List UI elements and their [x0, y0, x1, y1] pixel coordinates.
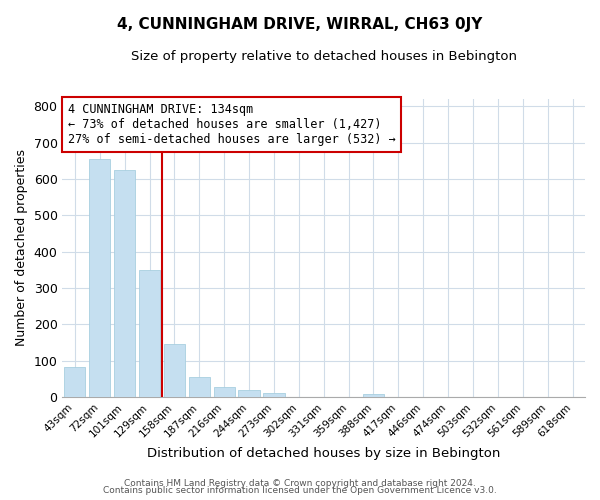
Title: Size of property relative to detached houses in Bebington: Size of property relative to detached ho…	[131, 50, 517, 63]
Bar	[363, 394, 384, 397]
Bar	[214, 387, 235, 397]
Text: Contains HM Land Registry data © Crown copyright and database right 2024.: Contains HM Land Registry data © Crown c…	[124, 478, 476, 488]
Text: Contains public sector information licensed under the Open Government Licence v3: Contains public sector information licen…	[103, 486, 497, 495]
Text: 4 CUNNINGHAM DRIVE: 134sqm
← 73% of detached houses are smaller (1,427)
27% of s: 4 CUNNINGHAM DRIVE: 134sqm ← 73% of deta…	[68, 104, 395, 146]
Bar	[164, 344, 185, 397]
Y-axis label: Number of detached properties: Number of detached properties	[15, 150, 28, 346]
Text: 4, CUNNINGHAM DRIVE, WIRRAL, CH63 0JY: 4, CUNNINGHAM DRIVE, WIRRAL, CH63 0JY	[118, 18, 482, 32]
X-axis label: Distribution of detached houses by size in Bebington: Distribution of detached houses by size …	[147, 447, 500, 460]
Bar	[263, 394, 284, 397]
Bar	[189, 377, 210, 397]
Bar	[139, 270, 160, 397]
Bar	[64, 367, 85, 397]
Bar	[89, 159, 110, 397]
Bar	[238, 390, 260, 397]
Bar	[114, 170, 135, 397]
